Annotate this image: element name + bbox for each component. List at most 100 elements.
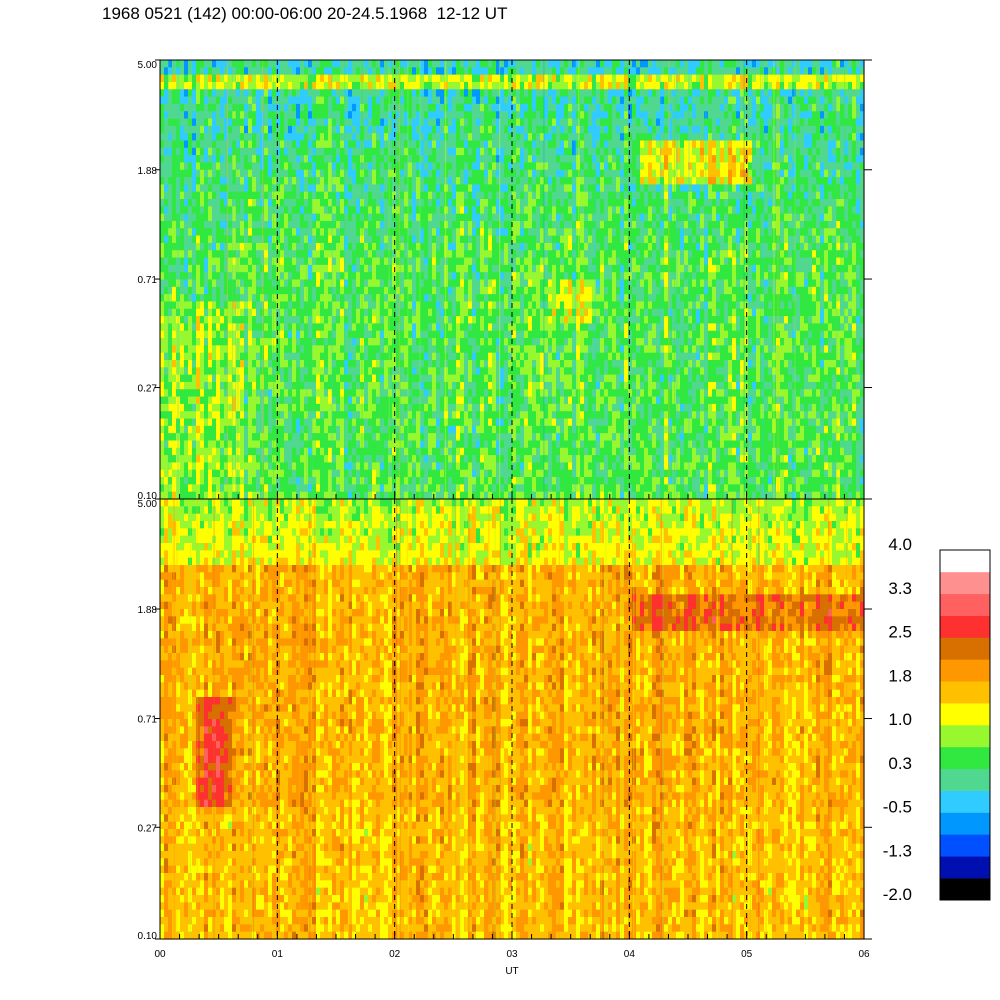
- heatmap-cell: [292, 191, 297, 200]
- heatmap-cell: [480, 264, 485, 273]
- heatmap-cell: [304, 330, 309, 339]
- heatmap-cell: [480, 381, 485, 390]
- heatmap-cell: [176, 381, 181, 390]
- heatmap-cell: [484, 316, 489, 324]
- heatmap-cell: [292, 220, 297, 229]
- heatmap-cell: [252, 118, 257, 127]
- heatmap-cell: [396, 367, 401, 376]
- heatmap-cell: [252, 177, 257, 185]
- heatmap-cell: [348, 389, 353, 398]
- heatmap-cell: [360, 286, 365, 295]
- heatmap-cell: [236, 213, 241, 222]
- heatmap-cell: [296, 345, 301, 354]
- heatmap-cell: [432, 74, 437, 83]
- heatmap-cell: [460, 411, 465, 420]
- heatmap-cell: [172, 484, 177, 493]
- heatmap-cell: [460, 147, 465, 156]
- heatmap-cell: [212, 359, 217, 368]
- heatmap-cell: [404, 294, 409, 303]
- heatmap-cell: [372, 264, 377, 273]
- heatmap-cell: [304, 359, 309, 368]
- heatmap-cell: [392, 396, 397, 405]
- heatmap-cell: [432, 396, 437, 405]
- heatmap-cell: [324, 381, 329, 390]
- heatmap-cell: [336, 133, 341, 142]
- heatmap-cell: [368, 67, 373, 76]
- heatmap-cell: [384, 191, 389, 200]
- heatmap-cell: [400, 133, 405, 142]
- heatmap-cell: [400, 338, 405, 346]
- heatmap-cell: [464, 206, 469, 215]
- heatmap-cell: [396, 477, 401, 485]
- heatmap-cell: [364, 103, 369, 112]
- heatmap-cell: [436, 316, 441, 324]
- heatmap-cell: [200, 316, 205, 324]
- heatmap-cell: [492, 74, 497, 83]
- heatmap-cell: [216, 133, 221, 142]
- heatmap-cell: [456, 96, 461, 105]
- heatmap-cell: [364, 469, 369, 478]
- heatmap-cell: [348, 308, 353, 317]
- heatmap-cell: [212, 206, 217, 215]
- heatmap-cell: [292, 235, 297, 244]
- heatmap-cell: [372, 338, 377, 346]
- heatmap-cell: [276, 264, 281, 273]
- heatmap-cell: [440, 272, 445, 281]
- heatmap-cell: [260, 213, 265, 222]
- heatmap-cell: [304, 81, 309, 90]
- heatmap-cell: [364, 294, 369, 303]
- heatmap-cell: [408, 330, 413, 339]
- heatmap-cell: [172, 477, 177, 485]
- heatmap-cell: [216, 455, 221, 464]
- heatmap-cell: [204, 125, 209, 134]
- heatmap-cell: [196, 228, 201, 237]
- heatmap-cell: [320, 242, 325, 251]
- heatmap-cell: [364, 389, 369, 398]
- heatmap-cell: [324, 316, 329, 324]
- heatmap-cell: [432, 462, 437, 471]
- heatmap-cell: [444, 220, 449, 229]
- heatmap-cell: [412, 272, 417, 281]
- heatmap-cell: [376, 177, 381, 185]
- heatmap-cell: [424, 447, 429, 456]
- heatmap-cell: [276, 140, 281, 149]
- heatmap-cell: [472, 345, 477, 354]
- heatmap-cell: [176, 301, 181, 310]
- heatmap-cell: [316, 338, 321, 346]
- heatmap-cell: [376, 89, 381, 98]
- heatmap-cell: [300, 447, 305, 456]
- heatmap-cell: [224, 242, 229, 251]
- heatmap-cell: [232, 272, 237, 281]
- heatmap-cell: [208, 338, 213, 346]
- heatmap-cell: [220, 199, 225, 207]
- heatmap-cell: [336, 477, 341, 485]
- heatmap-cell: [196, 147, 201, 156]
- heatmap-cell: [440, 60, 445, 68]
- heatmap-cell: [280, 60, 285, 68]
- heatmap-cell: [268, 81, 273, 90]
- heatmap-cell: [376, 206, 381, 215]
- heatmap-cell: [416, 440, 421, 449]
- heatmap-cell: [192, 455, 197, 464]
- heatmap-cell: [444, 140, 449, 149]
- heatmap-cell: [272, 125, 277, 134]
- heatmap-cell: [260, 323, 265, 332]
- heatmap-cell: [328, 323, 333, 332]
- heatmap-cell: [260, 374, 265, 383]
- heatmap-cell: [340, 491, 345, 500]
- heatmap-cell: [176, 469, 181, 478]
- heatmap-cell: [264, 381, 269, 390]
- heatmap-cell: [448, 169, 453, 178]
- heatmap-cell: [388, 169, 393, 178]
- heatmap-cell: [188, 96, 193, 105]
- heatmap-cell: [472, 330, 477, 339]
- heatmap-cell: [308, 359, 313, 368]
- heatmap-cell: [328, 338, 333, 346]
- heatmap-cell: [172, 396, 177, 405]
- heatmap-cell: [476, 352, 481, 361]
- heatmap-cell: [404, 389, 409, 398]
- heatmap-cell: [220, 177, 225, 185]
- heatmap-cell: [272, 308, 277, 317]
- heatmap-cell: [180, 235, 185, 244]
- heatmap-cell: [196, 286, 201, 295]
